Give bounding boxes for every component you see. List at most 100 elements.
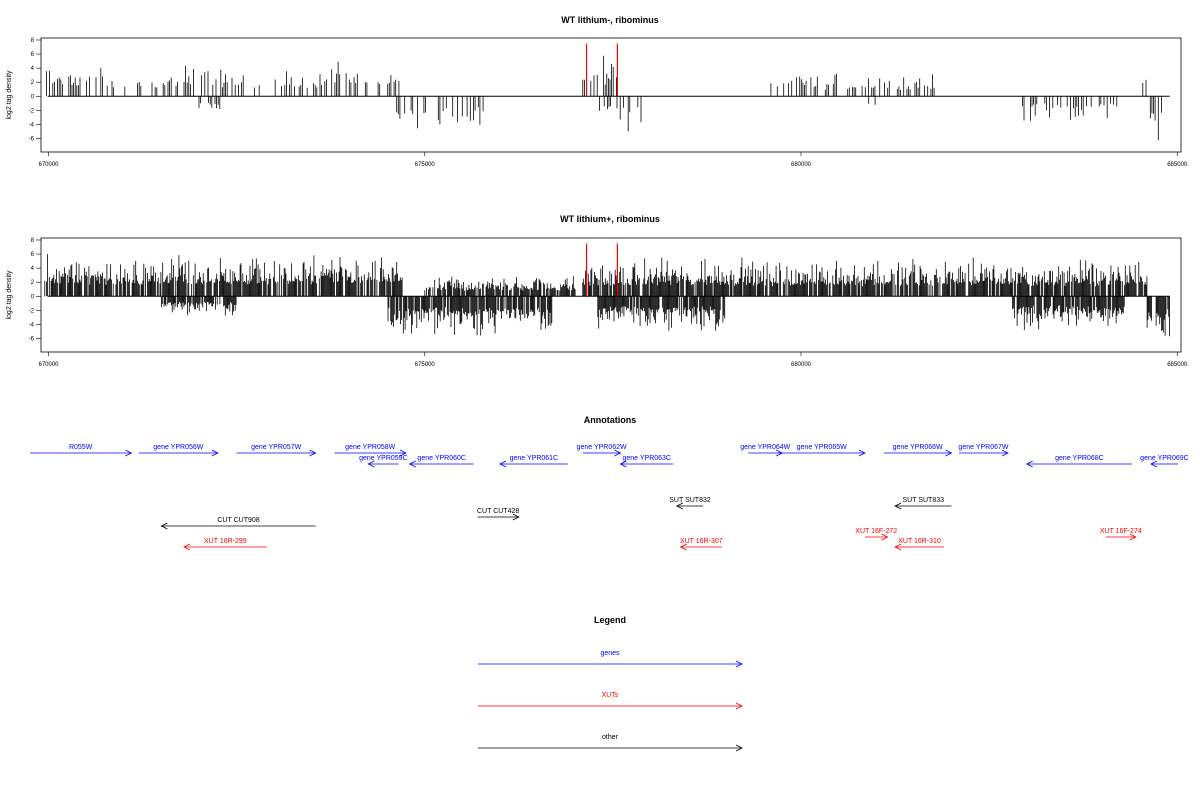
arrow-head bbox=[894, 502, 902, 510]
panel-title: WT lithium+, ribominus bbox=[560, 214, 660, 224]
y-tick-label: -6 bbox=[29, 136, 35, 142]
feature-label: gene YPR061C bbox=[510, 455, 559, 462]
annotation-xut-16r-299: XUT 16R-299 bbox=[183, 538, 267, 551]
y-tick-label: -2 bbox=[29, 308, 35, 314]
bars bbox=[44, 243, 1170, 337]
x-tick-label: 670000 bbox=[39, 362, 60, 368]
annotation-gene-ypr069c: gene YPR069C bbox=[1140, 455, 1189, 468]
annotation-gene-ypr058w: gene YPR058W bbox=[334, 444, 407, 457]
legend-item-xuts: XUTs bbox=[478, 692, 743, 710]
y-tick-label: 2 bbox=[31, 80, 35, 86]
y-tick-label: -4 bbox=[29, 322, 35, 328]
y-tick-label: 2 bbox=[31, 280, 35, 286]
feature-label: XUT 16F-272 bbox=[855, 528, 897, 535]
arrow-head bbox=[399, 449, 407, 457]
feature-label: gene YPR066W bbox=[893, 444, 943, 451]
y-tick-label: 0 bbox=[31, 94, 35, 100]
feature-label: R055W bbox=[69, 444, 93, 451]
panel-title: WT lithium-, ribominus bbox=[561, 15, 659, 25]
annotation-gene-ypr060c: gene YPR060C bbox=[408, 455, 474, 468]
arrow-head bbox=[367, 460, 375, 468]
arrow-head bbox=[211, 449, 219, 457]
feature-label: gene YPR062W bbox=[577, 444, 627, 451]
feature-label: SUT SUT833 bbox=[903, 497, 945, 504]
feature-label: CUT CUT908 bbox=[217, 517, 259, 524]
y-tick-label: 0 bbox=[31, 294, 35, 300]
feature-label: gene YPR064W bbox=[740, 444, 790, 451]
feature-label: gene YPR057W bbox=[251, 444, 301, 451]
y-axis-label: log2 tag density bbox=[6, 70, 13, 120]
plot-frame bbox=[40, 37, 1182, 153]
arrow-head bbox=[125, 449, 133, 457]
axis-ticks: -6 -4 -2 0 2 4 6 8 670000 675000 680000 685000 bbox=[29, 238, 1188, 368]
feature-label: gene YPR058W bbox=[345, 444, 395, 451]
panel-lithium-minus: WT lithium-, ribominus log2 tag density … bbox=[6, 15, 1188, 168]
feature-label: SUT SUT832 bbox=[669, 497, 711, 504]
annotations-title: Annotations bbox=[584, 415, 637, 425]
arrow-head bbox=[1025, 460, 1033, 468]
arrow-head bbox=[945, 449, 953, 457]
legend-arrow-head bbox=[735, 744, 743, 752]
y-tick-label: -2 bbox=[29, 108, 35, 114]
arrow-head bbox=[1001, 449, 1009, 457]
annotation-gene-ypr068c: gene YPR068C bbox=[1025, 455, 1133, 468]
arrow-head bbox=[183, 543, 191, 551]
feature-label: XUT 16R-299 bbox=[204, 538, 247, 545]
annotation-gene-ypr064w: gene YPR064W bbox=[740, 444, 791, 457]
feature-label: gene YPR068C bbox=[1055, 455, 1104, 462]
panel-lithium-plus: WT lithium+, ribominus log2 tag density … bbox=[6, 214, 1188, 368]
arrow-head bbox=[679, 543, 687, 551]
arrow-head bbox=[675, 502, 684, 510]
arrow-head bbox=[614, 449, 622, 457]
arrow-head bbox=[619, 460, 627, 468]
arrow-head bbox=[881, 533, 889, 541]
annotation-r055w: R055W bbox=[30, 444, 133, 457]
legend-item-genes: genes bbox=[478, 650, 743, 668]
feature-label: gene YPR067W bbox=[958, 444, 1008, 451]
annotation-gene-ypr065w: gene YPR065W bbox=[778, 444, 866, 457]
annotations-panel: Annotations R055W gene YPR056W gene YPR057… bbox=[30, 415, 1189, 551]
plot-frame bbox=[40, 237, 1182, 353]
feature-label: gene YPR060C bbox=[417, 455, 466, 462]
annotation-xut-16r-310: XUT 16R-310 bbox=[894, 538, 944, 551]
annotation-gene-ypr057w: gene YPR057W bbox=[236, 444, 317, 457]
y-tick-label: -4 bbox=[29, 122, 35, 128]
arrow-head bbox=[309, 449, 317, 457]
y-tick-label: 6 bbox=[31, 52, 35, 58]
annotation-gene-ypr061c: gene YPR061C bbox=[499, 455, 568, 468]
feature-label: gene YPR063C bbox=[622, 455, 671, 462]
annotation-gene-ypr062w: gene YPR062W bbox=[577, 444, 627, 457]
legend-arrow-head bbox=[735, 660, 743, 668]
legend-label: other bbox=[602, 734, 619, 741]
y-tick-label: 8 bbox=[31, 238, 35, 244]
y-axis-label: log2 tag density bbox=[6, 270, 13, 320]
annotation-xut-16f-274: XUT 16F-274 bbox=[1100, 528, 1142, 541]
annotation-gene-ypr066w: gene YPR066W bbox=[883, 444, 953, 457]
legend-title: Legend bbox=[594, 615, 626, 625]
y-tick-label: 4 bbox=[31, 66, 35, 72]
x-tick-label: 685000 bbox=[1167, 362, 1188, 368]
annotation-sut-sut833: SUT SUT833 bbox=[894, 497, 952, 510]
arrow-head bbox=[894, 543, 902, 551]
x-tick-label: 680000 bbox=[791, 362, 812, 368]
feature-label: gene YPR065W bbox=[797, 444, 847, 451]
feature-label: gene YPR069C bbox=[1140, 455, 1189, 462]
legend-item-other: other bbox=[478, 734, 743, 752]
x-tick-label: 685000 bbox=[1167, 162, 1188, 168]
x-tick-label: 670000 bbox=[39, 162, 60, 168]
y-tick-label: 4 bbox=[31, 266, 35, 272]
y-tick-label: 6 bbox=[31, 252, 35, 258]
y-tick-label: -6 bbox=[29, 336, 35, 342]
feature-label: XUT 16R-307 bbox=[680, 538, 723, 545]
annotation-xut-16f-272: XUT 16F-272 bbox=[855, 528, 897, 541]
arrow-head bbox=[512, 513, 520, 521]
feature-label: gene YPR059C bbox=[359, 455, 408, 462]
arrow-head bbox=[1129, 533, 1137, 541]
feature-label: CUT CUT428 bbox=[477, 508, 519, 515]
feature-label: XUT 16F-274 bbox=[1100, 528, 1142, 535]
arrow-head bbox=[858, 449, 866, 457]
legend-label: genes bbox=[600, 650, 620, 657]
annotation-cut-cut908: CUT CUT908 bbox=[160, 517, 316, 530]
x-tick-label: 680000 bbox=[791, 162, 812, 168]
arrow-head bbox=[1150, 460, 1158, 468]
